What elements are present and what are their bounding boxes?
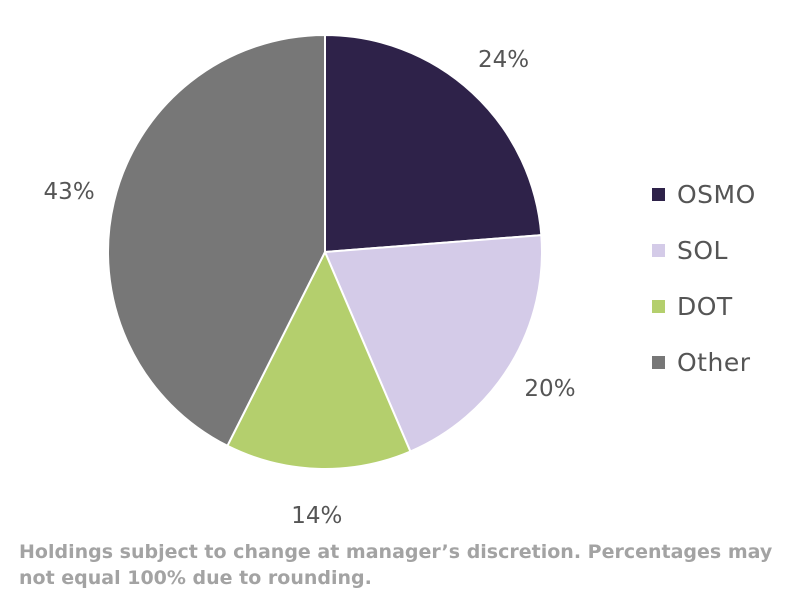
legend-swatch-osmo [652, 187, 665, 201]
legend-label-other: Other [677, 347, 751, 377]
data-label-dot: 14% [291, 503, 342, 529]
pie-chart: 24% 20% 14% 43% [44, 33, 576, 529]
data-label-osmo: 24% [478, 47, 529, 73]
legend-item-other: Other [652, 334, 756, 390]
pie-slice-sol [323, 234, 543, 453]
legend-item-dot: DOT [652, 278, 756, 334]
legend-label-sol: SOL [677, 235, 728, 265]
pie-slice-dot [226, 249, 412, 470]
data-label-other: 43% [44, 179, 95, 205]
legend-item-osmo: OSMO [652, 166, 756, 222]
footnote: Holdings subject to change at manager’s … [19, 541, 773, 589]
legend-label-osmo: OSMO [677, 179, 756, 209]
legend-swatch-sol [652, 243, 665, 257]
legend-swatch-dot [652, 299, 665, 313]
legend-item-sol: SOL [652, 222, 756, 278]
pie-slice-other [107, 33, 326, 448]
data-label-sol: 20% [524, 376, 575, 402]
legend: OSMO SOL DOT Other [652, 166, 756, 390]
pie-slice-osmo [324, 33, 543, 254]
legend-swatch-other [652, 355, 665, 369]
legend-label-dot: DOT [677, 291, 733, 321]
